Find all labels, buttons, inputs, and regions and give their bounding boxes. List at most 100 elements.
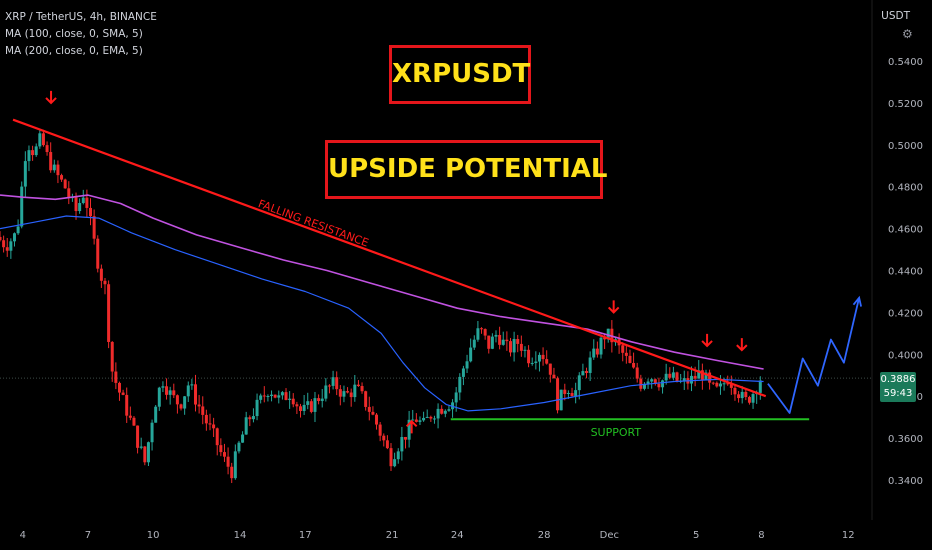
legend-ma100: MA (100, close, 0, SMA, 5) [5, 28, 143, 40]
candle-body [143, 446, 147, 463]
candle-body [313, 398, 317, 412]
candle-body [396, 451, 400, 460]
candle-body [183, 396, 187, 409]
candle-body [121, 392, 125, 395]
candle-body [537, 354, 541, 362]
y-tick-label: 0.5400 [888, 57, 923, 68]
candle-body [291, 398, 295, 405]
candle-body [556, 378, 560, 411]
y-tick-label: 0.4800 [888, 183, 923, 194]
candle-body [635, 367, 639, 379]
candle-body [480, 328, 484, 330]
candle-body [385, 440, 389, 449]
candle-body [606, 328, 610, 340]
candle-body [599, 337, 603, 355]
candle-body [179, 404, 183, 409]
candle-body [407, 419, 411, 440]
y-tick-label: 0.4600 [888, 225, 923, 236]
candle-body [284, 392, 288, 400]
candle-body [52, 164, 56, 171]
candle-body [559, 389, 563, 411]
x-tick-label: Dec [600, 530, 619, 541]
candle-body [306, 401, 310, 405]
candle-body [454, 392, 458, 403]
falling-resistance-label: FALLING RESISTANCE [256, 197, 370, 249]
candle-body [67, 188, 71, 198]
candle-body [628, 355, 632, 363]
candle-body [718, 383, 722, 387]
candle-body [56, 164, 60, 176]
candle-body [31, 150, 35, 156]
currency-unit: USDT [881, 10, 910, 22]
candle-body [411, 419, 415, 421]
candle-body [501, 339, 505, 345]
candle-body [262, 395, 266, 397]
candle-body [661, 380, 665, 388]
candle-body [266, 396, 270, 398]
candle-body [436, 408, 440, 419]
candle-body [219, 445, 223, 453]
candle-body [440, 408, 444, 414]
candle-body [621, 345, 625, 353]
candle-body [548, 363, 552, 375]
candle-body [237, 442, 241, 452]
indicator-legend: XRP / TetherUS, 4h, BINANCE MA (100, clo… [5, 9, 157, 60]
down-arrow-marker [45, 90, 57, 105]
candle-body [353, 384, 357, 398]
down-arrow-marker [701, 333, 713, 348]
candle-body [650, 379, 654, 382]
candle-body [530, 362, 534, 364]
x-tick-label: 4 [20, 530, 26, 541]
candle-body [711, 382, 715, 384]
candle-body [375, 414, 379, 425]
legend-ma200: MA (200, close, 0, EMA, 5) [5, 45, 143, 57]
x-tick-label: 12 [842, 530, 855, 541]
candle-body [690, 375, 694, 384]
candle-body [172, 390, 176, 396]
candle-body [429, 416, 433, 419]
candle-body [425, 416, 429, 418]
candle-body [737, 394, 741, 399]
candle-body [393, 459, 397, 467]
candle-body [114, 371, 118, 383]
candle-body [516, 338, 520, 344]
candle-body [241, 434, 245, 443]
candle-body [563, 389, 567, 394]
ma200-line [0, 194, 764, 370]
candle-body [422, 417, 426, 421]
last-price-badge: 0.3886 59:43 [880, 372, 916, 402]
candle-body [288, 398, 292, 400]
candle-body [378, 424, 382, 436]
candle-body [331, 377, 335, 386]
candle-body [201, 406, 205, 415]
candle-body [89, 207, 93, 217]
candle-body [230, 466, 234, 479]
candle-body [60, 175, 64, 180]
candle-body [367, 406, 371, 412]
settings-icon[interactable]: ⚙ [902, 27, 913, 41]
candle-body [519, 343, 523, 351]
candle-body [483, 329, 487, 336]
candle-body [682, 378, 686, 381]
candle-body [657, 383, 661, 388]
candle-body [458, 376, 462, 393]
candle-body [197, 404, 201, 407]
candle-body [23, 161, 27, 187]
chart-title: XRPUSDT [389, 45, 531, 104]
candle-body [233, 451, 237, 479]
candle-body [360, 386, 364, 392]
candle-body [338, 389, 342, 397]
candle-body [400, 436, 404, 452]
candle-body [194, 384, 198, 405]
candle-body [744, 391, 748, 398]
candle-body [161, 386, 165, 388]
y-tick-label: 0.3600 [888, 434, 923, 445]
candle-body [461, 368, 465, 377]
candle-body [157, 387, 161, 407]
candle-body [574, 390, 578, 397]
up-arrow-marker [405, 419, 418, 434]
y-tick-label: 0.4200 [888, 308, 923, 319]
candle-body [212, 424, 216, 429]
candle-body [675, 372, 679, 382]
